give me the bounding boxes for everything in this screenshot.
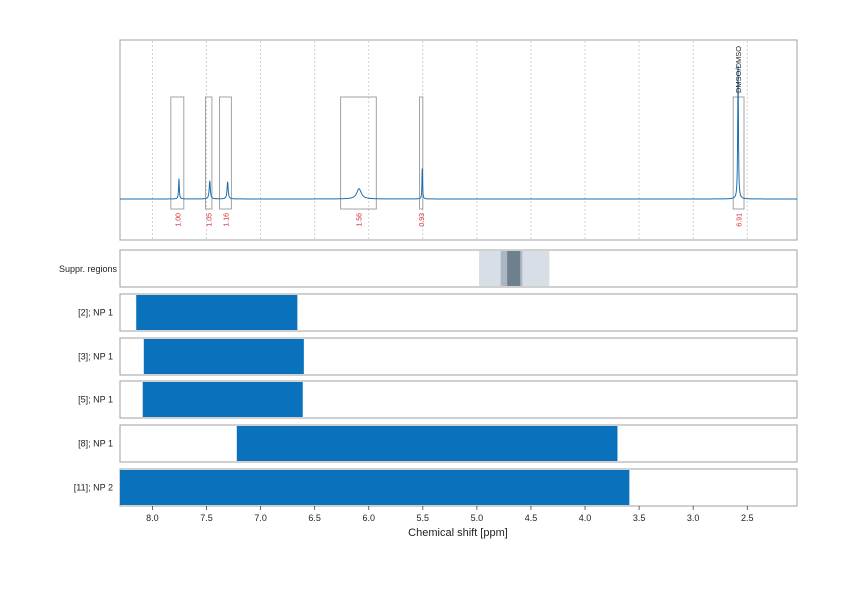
integral-label: 1.56: [356, 213, 363, 227]
x-tick-label: 3.0: [687, 513, 700, 523]
x-tick-label: 6.5: [308, 513, 321, 523]
x-tick-label: 5.0: [471, 513, 484, 523]
x-tick-label: 3.5: [633, 513, 646, 523]
series-rows: [2]; NP 1 [3]; NP 1 [5]; NP 1 [8]; NP 1 [11]…: [74, 293, 798, 507]
row-label: [5]; NP 1: [78, 395, 113, 405]
integral-labels: 1.00 1.05 1.16 1.56 0.93 6.91: [175, 213, 743, 227]
x-tick-label: 7.5: [200, 513, 213, 523]
integral-box: [340, 96, 377, 210]
peak-annotation: DMSO/DMSO: [734, 46, 743, 93]
integral-label: 1.16: [223, 213, 230, 227]
x-tick-label: 8.0: [146, 513, 159, 523]
row-label: [2]; NP 1: [78, 308, 113, 318]
integral-label: 6.91: [737, 213, 744, 227]
x-tick-label: 5.5: [417, 513, 430, 523]
vertical-grid: [152, 41, 748, 239]
suppression-label: Suppr. regions: [59, 264, 118, 274]
integral-boxes: [170, 96, 745, 210]
integral-label: 1.00: [175, 213, 182, 227]
spectrum-line: [120, 65, 797, 200]
integral-label: 1.05: [207, 213, 214, 227]
spectrum-panel: [119, 39, 798, 241]
integral-box: [219, 96, 232, 210]
row-panel: [119, 293, 798, 332]
range-bar: [236, 426, 618, 461]
row-label: [3]; NP 1: [78, 352, 113, 362]
row-panel: [119, 424, 798, 463]
range-bar: [136, 295, 298, 330]
suppression-panel: [119, 249, 798, 288]
integral-box: [204, 96, 213, 210]
row-panel: [119, 380, 798, 419]
suppression-region: [507, 251, 521, 286]
suppression-regions: [479, 251, 550, 286]
x-tick-label: 4.0: [579, 513, 592, 523]
row-label: [8]; NP 1: [78, 439, 113, 449]
x-tick-label: 4.5: [525, 513, 538, 523]
row-panel: [119, 337, 798, 376]
x-tick-label: 7.0: [254, 513, 267, 523]
row-label: [11]; NP 2: [74, 483, 113, 493]
range-bar: [120, 470, 630, 505]
integral-box: [170, 96, 185, 210]
x-axis: 8.0 7.5 7.0 6.5 6.0 5.5 5.0 4.5 4.0 3.5 3.0 2.5: [146, 506, 754, 523]
x-tick-label: 6.0: [362, 513, 375, 523]
range-bar: [143, 339, 304, 374]
x-axis-label: Chemical shift [ppm]: [408, 527, 508, 539]
peak-annotations: DMSO/DMSO: [734, 46, 743, 93]
integral-box: [419, 96, 424, 210]
range-bar: [142, 382, 303, 417]
x-tick-label: 2.5: [741, 513, 754, 523]
integral-label: 0.93: [419, 213, 426, 227]
